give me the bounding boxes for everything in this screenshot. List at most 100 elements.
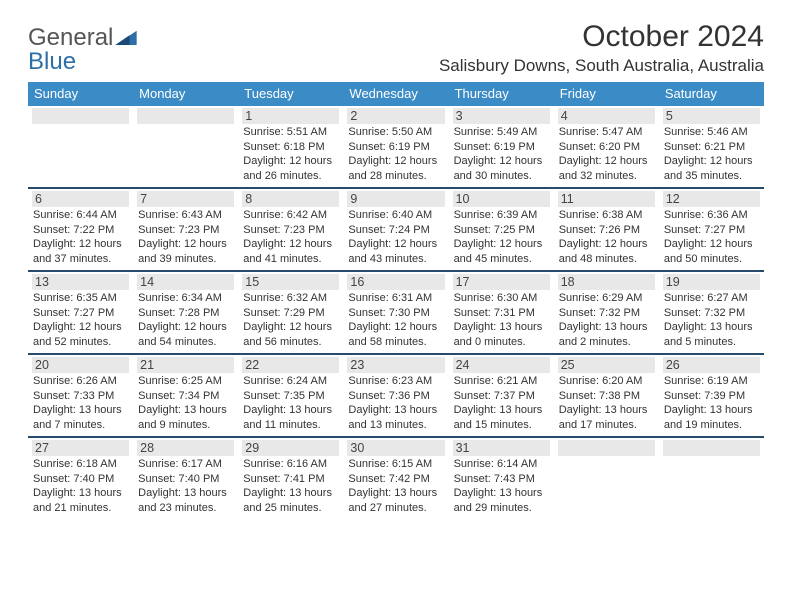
day-number — [137, 108, 234, 124]
detail-line: and 29 minutes. — [454, 501, 549, 516]
detail-line: and 28 minutes. — [348, 169, 443, 184]
day-details: Sunrise: 6:38 AMSunset: 7:26 PMDaylight:… — [558, 208, 655, 266]
detail-line: and 30 minutes. — [454, 169, 549, 184]
detail-line: Sunset: 7:22 PM — [33, 223, 128, 238]
detail-line: Daylight: 12 hours — [348, 237, 443, 252]
day-cell: 2Sunrise: 5:50 AMSunset: 6:19 PMDaylight… — [343, 106, 448, 187]
detail-line: Sunset: 7:33 PM — [33, 389, 128, 404]
day-number: 20 — [32, 357, 129, 373]
logo-triangle-icon — [115, 26, 137, 50]
day-cell: 5Sunrise: 5:46 AMSunset: 6:21 PMDaylight… — [659, 106, 764, 187]
day-cell: 31Sunrise: 6:14 AMSunset: 7:43 PMDayligh… — [449, 438, 554, 519]
detail-line: and 39 minutes. — [138, 252, 233, 267]
day-number: 21 — [137, 357, 234, 373]
title-block: October 2024 Salisbury Downs, South Aust… — [439, 20, 764, 76]
logo-word-general: General — [28, 26, 113, 50]
detail-line: Daylight: 13 hours — [664, 320, 759, 335]
day-details: Sunrise: 6:20 AMSunset: 7:38 PMDaylight:… — [558, 374, 655, 432]
detail-line: Sunrise: 6:35 AM — [33, 291, 128, 306]
detail-line: Sunset: 6:19 PM — [454, 140, 549, 155]
day-number: 3 — [453, 108, 550, 124]
logo-word-blue: Blue — [28, 48, 76, 75]
detail-line: Daylight: 12 hours — [454, 154, 549, 169]
day-details: Sunrise: 6:34 AMSunset: 7:28 PMDaylight:… — [137, 291, 234, 349]
detail-line: Sunrise: 6:30 AM — [454, 291, 549, 306]
day-of-week-header: Sunday Monday Tuesday Wednesday Thursday… — [28, 82, 764, 106]
detail-line: and 45 minutes. — [454, 252, 549, 267]
detail-line: and 43 minutes. — [348, 252, 443, 267]
day-details: Sunrise: 6:40 AMSunset: 7:24 PMDaylight:… — [347, 208, 444, 266]
week-row: 27Sunrise: 6:18 AMSunset: 7:40 PMDayligh… — [28, 438, 764, 519]
detail-line: and 52 minutes. — [33, 335, 128, 350]
detail-line: Sunset: 7:23 PM — [243, 223, 338, 238]
day-cell: 18Sunrise: 6:29 AMSunset: 7:32 PMDayligh… — [554, 272, 659, 353]
detail-line: Sunset: 7:31 PM — [454, 306, 549, 321]
day-details: Sunrise: 6:14 AMSunset: 7:43 PMDaylight:… — [453, 457, 550, 515]
day-details: Sunrise: 6:26 AMSunset: 7:33 PMDaylight:… — [32, 374, 129, 432]
detail-line: Daylight: 12 hours — [33, 237, 128, 252]
day-cell: 25Sunrise: 6:20 AMSunset: 7:38 PMDayligh… — [554, 355, 659, 436]
detail-line: Sunset: 7:29 PM — [243, 306, 338, 321]
detail-line: Sunrise: 6:40 AM — [348, 208, 443, 223]
day-details: Sunrise: 6:44 AMSunset: 7:22 PMDaylight:… — [32, 208, 129, 266]
day-number: 13 — [32, 274, 129, 290]
detail-line: Sunrise: 6:43 AM — [138, 208, 233, 223]
detail-line: Sunrise: 6:16 AM — [243, 457, 338, 472]
detail-line: Sunrise: 6:19 AM — [664, 374, 759, 389]
detail-line: Daylight: 12 hours — [138, 320, 233, 335]
day-number: 22 — [242, 357, 339, 373]
day-cell: 22Sunrise: 6:24 AMSunset: 7:35 PMDayligh… — [238, 355, 343, 436]
day-number: 6 — [32, 191, 129, 207]
detail-line: Sunrise: 6:20 AM — [559, 374, 654, 389]
dow-wed: Wednesday — [343, 82, 448, 106]
day-number: 30 — [347, 440, 444, 456]
weeks-container: 1Sunrise: 5:51 AMSunset: 6:18 PMDaylight… — [28, 106, 764, 519]
day-cell: 12Sunrise: 6:36 AMSunset: 7:27 PMDayligh… — [659, 189, 764, 270]
detail-line: Sunset: 7:28 PM — [138, 306, 233, 321]
detail-line: Daylight: 12 hours — [559, 154, 654, 169]
dow-sat: Saturday — [659, 82, 764, 106]
detail-line: Daylight: 13 hours — [348, 486, 443, 501]
day-details: Sunrise: 5:51 AMSunset: 6:18 PMDaylight:… — [242, 125, 339, 183]
day-details: Sunrise: 6:42 AMSunset: 7:23 PMDaylight:… — [242, 208, 339, 266]
day-cell: 16Sunrise: 6:31 AMSunset: 7:30 PMDayligh… — [343, 272, 448, 353]
day-details: Sunrise: 6:16 AMSunset: 7:41 PMDaylight:… — [242, 457, 339, 515]
day-number: 10 — [453, 191, 550, 207]
detail-line: Sunset: 7:38 PM — [559, 389, 654, 404]
day-number: 12 — [663, 191, 760, 207]
day-number: 2 — [347, 108, 444, 124]
detail-line: Sunrise: 6:29 AM — [559, 291, 654, 306]
day-number — [558, 440, 655, 456]
day-details: Sunrise: 6:21 AMSunset: 7:37 PMDaylight:… — [453, 374, 550, 432]
day-cell: 14Sunrise: 6:34 AMSunset: 7:28 PMDayligh… — [133, 272, 238, 353]
day-details: Sunrise: 6:30 AMSunset: 7:31 PMDaylight:… — [453, 291, 550, 349]
week-row: 6Sunrise: 6:44 AMSunset: 7:22 PMDaylight… — [28, 189, 764, 272]
detail-line: Sunset: 7:42 PM — [348, 472, 443, 487]
detail-line: Daylight: 13 hours — [454, 486, 549, 501]
detail-line: Sunrise: 6:26 AM — [33, 374, 128, 389]
day-details: Sunrise: 6:15 AMSunset: 7:42 PMDaylight:… — [347, 457, 444, 515]
header: GeneralBlue October 2024 Salisbury Downs… — [28, 20, 764, 76]
day-details: Sunrise: 5:46 AMSunset: 6:21 PMDaylight:… — [663, 125, 760, 183]
day-cell: 9Sunrise: 6:40 AMSunset: 7:24 PMDaylight… — [343, 189, 448, 270]
week-row: 20Sunrise: 6:26 AMSunset: 7:33 PMDayligh… — [28, 355, 764, 438]
detail-line: Daylight: 12 hours — [454, 237, 549, 252]
detail-line: Sunset: 7:40 PM — [138, 472, 233, 487]
day-number: 27 — [32, 440, 129, 456]
detail-line: Sunrise: 6:36 AM — [664, 208, 759, 223]
day-cell — [554, 438, 659, 519]
detail-line: Daylight: 13 hours — [664, 403, 759, 418]
detail-line: Sunset: 7:26 PM — [559, 223, 654, 238]
detail-line: Daylight: 13 hours — [33, 486, 128, 501]
day-number: 25 — [558, 357, 655, 373]
day-cell: 28Sunrise: 6:17 AMSunset: 7:40 PMDayligh… — [133, 438, 238, 519]
detail-line: Sunrise: 6:34 AM — [138, 291, 233, 306]
detail-line: Sunrise: 5:47 AM — [559, 125, 654, 140]
day-number: 5 — [663, 108, 760, 124]
detail-line: Sunset: 7:32 PM — [664, 306, 759, 321]
day-cell: 21Sunrise: 6:25 AMSunset: 7:34 PMDayligh… — [133, 355, 238, 436]
day-cell: 30Sunrise: 6:15 AMSunset: 7:42 PMDayligh… — [343, 438, 448, 519]
detail-line: and 26 minutes. — [243, 169, 338, 184]
detail-line: Sunrise: 6:42 AM — [243, 208, 338, 223]
detail-line: and 23 minutes. — [138, 501, 233, 516]
